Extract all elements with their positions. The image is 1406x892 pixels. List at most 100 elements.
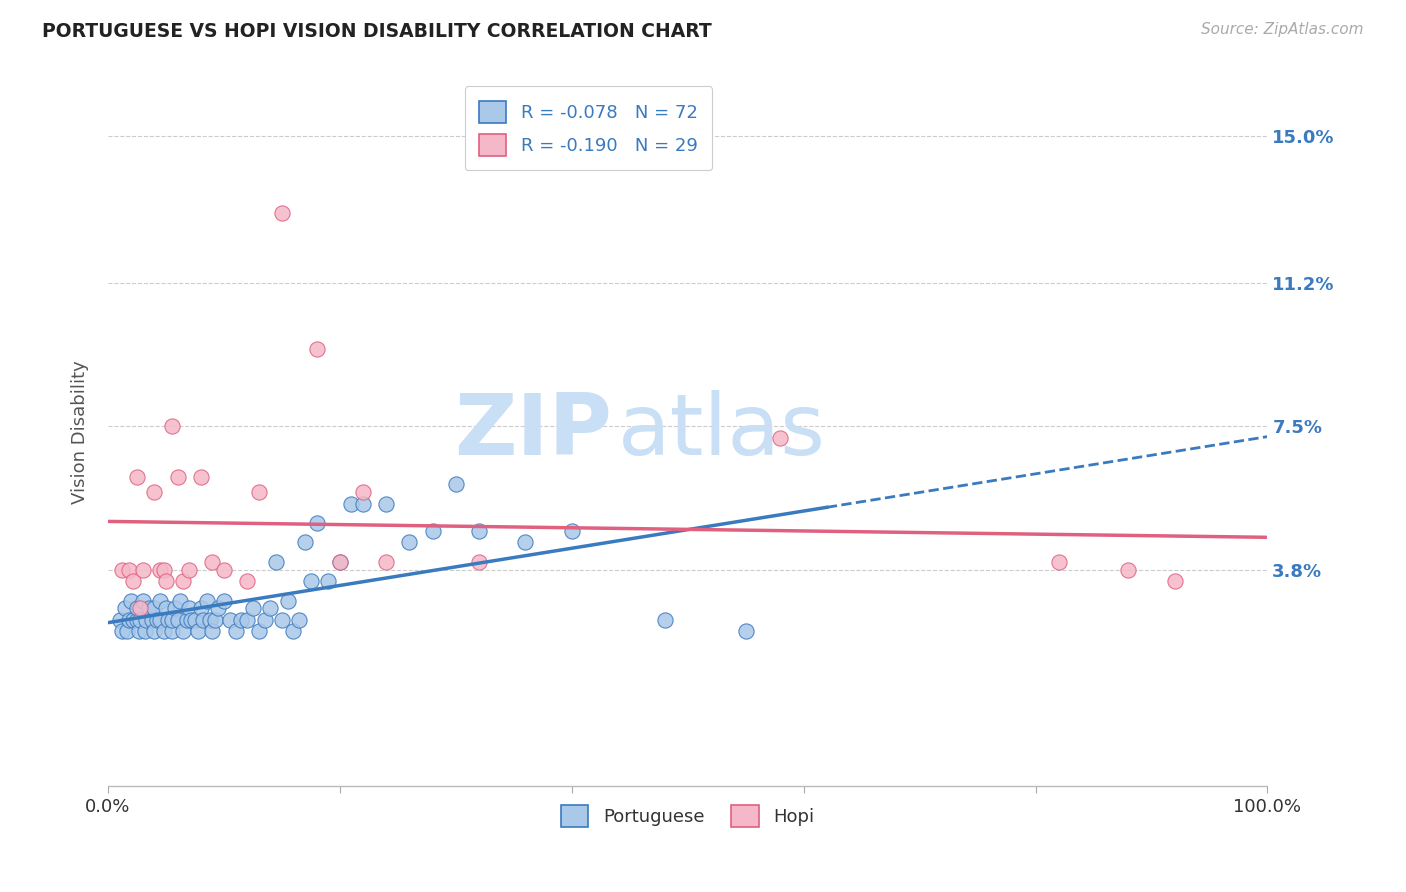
Point bbox=[212, 562, 235, 576]
Point bbox=[143, 601, 166, 615]
Point bbox=[149, 593, 172, 607]
Point bbox=[277, 593, 299, 607]
Point bbox=[207, 601, 229, 615]
Point bbox=[118, 562, 141, 576]
Point bbox=[190, 469, 212, 483]
Point bbox=[654, 613, 676, 627]
Text: atlas: atlas bbox=[619, 391, 827, 474]
Point bbox=[114, 601, 136, 615]
Point bbox=[231, 613, 253, 627]
Point bbox=[128, 624, 150, 639]
Point bbox=[329, 555, 352, 569]
Text: ZIP: ZIP bbox=[454, 391, 613, 474]
Point bbox=[118, 613, 141, 627]
Point bbox=[294, 535, 316, 549]
Point bbox=[149, 562, 172, 576]
Point bbox=[352, 485, 374, 500]
Point bbox=[152, 562, 174, 576]
Text: PORTUGUESE VS HOPI VISION DISABILITY CORRELATION CHART: PORTUGUESE VS HOPI VISION DISABILITY COR… bbox=[42, 22, 711, 41]
Point bbox=[561, 524, 583, 538]
Point bbox=[247, 485, 270, 500]
Point bbox=[143, 485, 166, 500]
Point bbox=[195, 593, 218, 607]
Point bbox=[218, 613, 240, 627]
Y-axis label: Vision Disability: Vision Disability bbox=[72, 360, 89, 504]
Point bbox=[111, 624, 134, 639]
Point bbox=[172, 624, 194, 639]
Point bbox=[169, 593, 191, 607]
Point bbox=[157, 613, 180, 627]
Point bbox=[305, 342, 328, 356]
Point bbox=[129, 613, 152, 627]
Point bbox=[236, 613, 259, 627]
Point bbox=[316, 574, 339, 588]
Point bbox=[242, 601, 264, 615]
Point bbox=[253, 613, 276, 627]
Point bbox=[769, 431, 792, 445]
Point bbox=[184, 613, 207, 627]
Point bbox=[270, 206, 292, 220]
Point bbox=[283, 624, 305, 639]
Point bbox=[108, 613, 131, 627]
Point bbox=[132, 593, 155, 607]
Point bbox=[134, 624, 156, 639]
Point bbox=[145, 613, 167, 627]
Point bbox=[340, 497, 363, 511]
Point bbox=[299, 574, 322, 588]
Point bbox=[212, 593, 235, 607]
Point bbox=[247, 624, 270, 639]
Point bbox=[155, 574, 177, 588]
Point bbox=[143, 624, 166, 639]
Point bbox=[129, 601, 152, 615]
Point bbox=[125, 601, 148, 615]
Point bbox=[201, 555, 224, 569]
Point bbox=[288, 613, 311, 627]
Point bbox=[160, 613, 183, 627]
Point bbox=[191, 613, 214, 627]
Point bbox=[468, 524, 491, 538]
Point bbox=[259, 601, 281, 615]
Point bbox=[329, 555, 352, 569]
Point bbox=[305, 516, 328, 530]
Point bbox=[160, 624, 183, 639]
Point bbox=[190, 601, 212, 615]
Point bbox=[236, 574, 259, 588]
Point bbox=[165, 601, 187, 615]
Point bbox=[179, 562, 201, 576]
Point bbox=[270, 613, 292, 627]
Point bbox=[1116, 562, 1139, 576]
Point bbox=[352, 497, 374, 511]
Point bbox=[187, 624, 209, 639]
Point bbox=[204, 613, 226, 627]
Point bbox=[734, 624, 756, 639]
Point bbox=[166, 469, 188, 483]
Point bbox=[132, 562, 155, 576]
Point bbox=[152, 624, 174, 639]
Point bbox=[375, 555, 398, 569]
Point bbox=[1163, 574, 1185, 588]
Point bbox=[111, 562, 134, 576]
Point bbox=[180, 613, 202, 627]
Point bbox=[141, 613, 163, 627]
Point bbox=[1047, 555, 1070, 569]
Point bbox=[515, 535, 537, 549]
Point bbox=[125, 613, 148, 627]
Point bbox=[468, 555, 491, 569]
Point bbox=[166, 613, 188, 627]
Point bbox=[155, 601, 177, 615]
Point bbox=[201, 624, 224, 639]
Point bbox=[375, 497, 398, 511]
Point bbox=[115, 624, 138, 639]
Point bbox=[172, 574, 194, 588]
Point bbox=[122, 613, 145, 627]
Point bbox=[135, 613, 157, 627]
Text: Source: ZipAtlas.com: Source: ZipAtlas.com bbox=[1201, 22, 1364, 37]
Point bbox=[264, 555, 287, 569]
Point bbox=[160, 419, 183, 434]
Point bbox=[149, 613, 172, 627]
Point bbox=[176, 613, 198, 627]
Point bbox=[398, 535, 420, 549]
Point bbox=[179, 601, 201, 615]
Point bbox=[120, 593, 142, 607]
Point bbox=[422, 524, 444, 538]
